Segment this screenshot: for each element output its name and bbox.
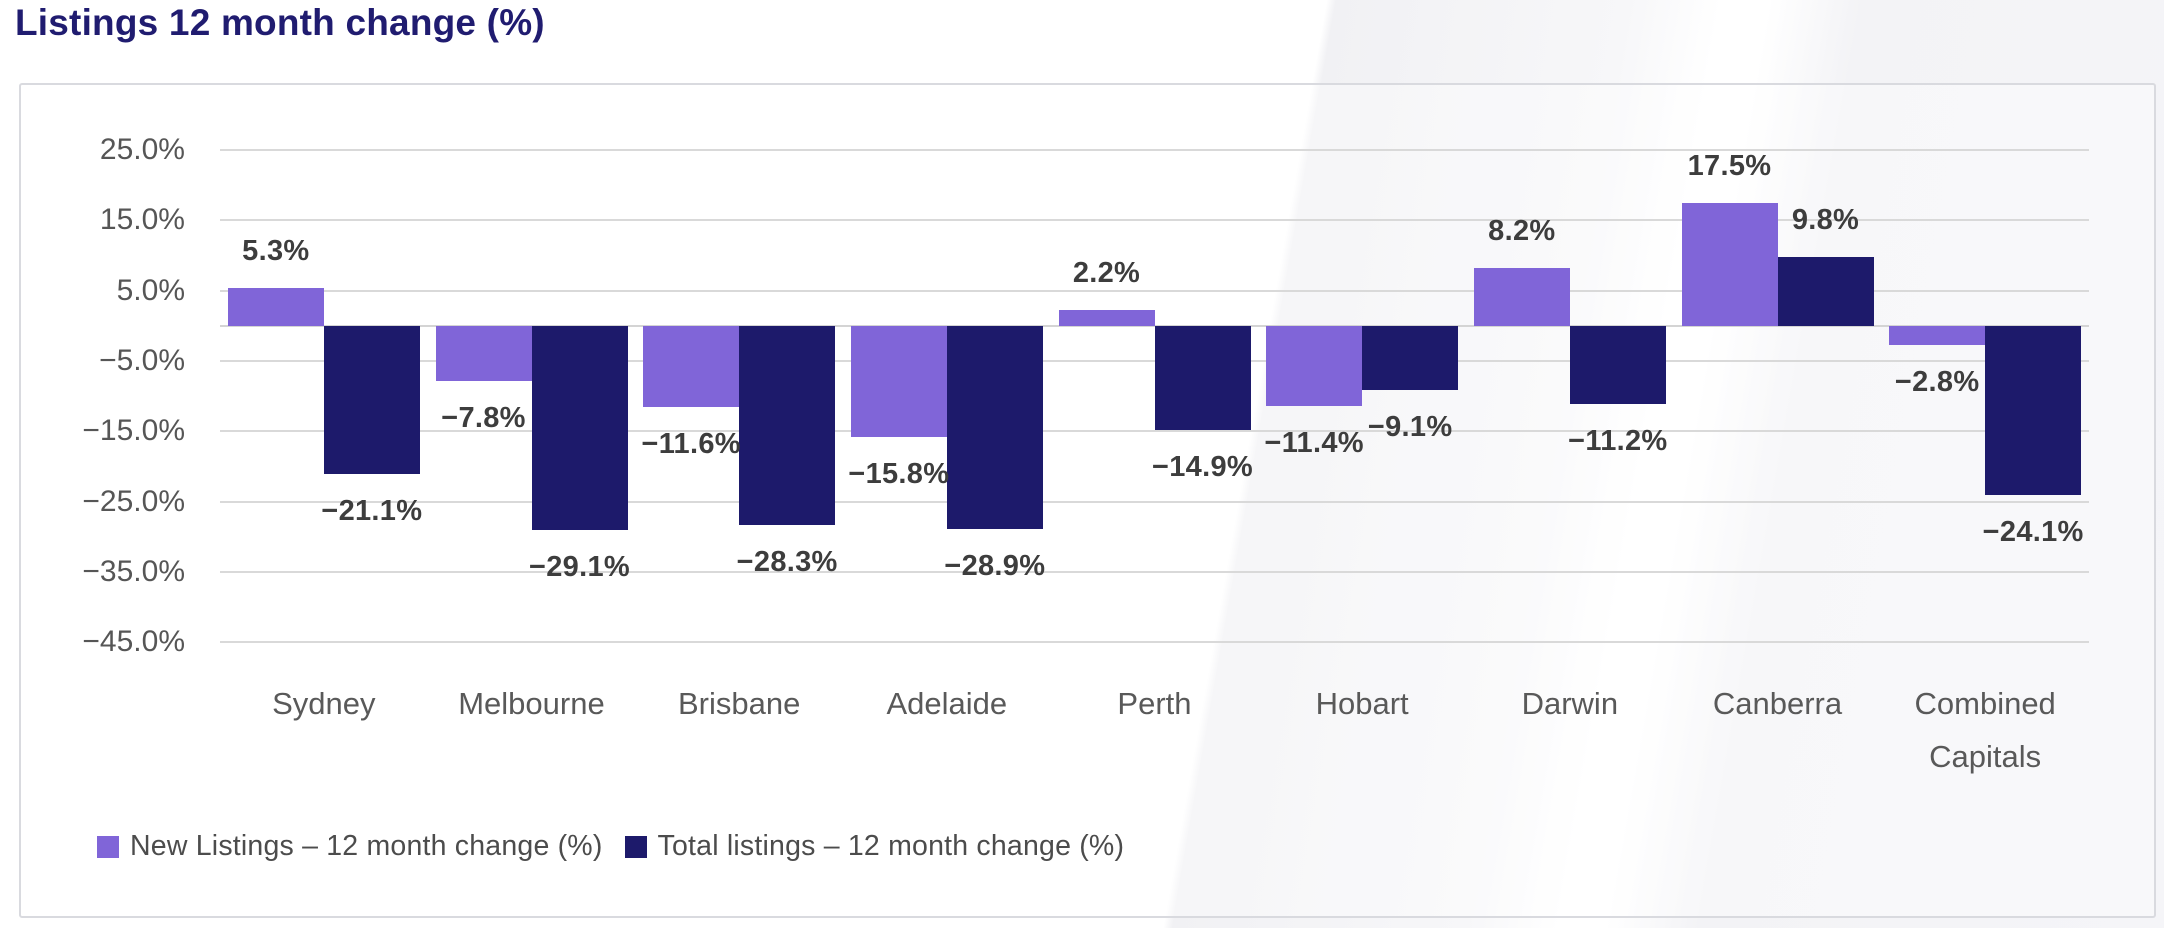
y-tick-label: −5.0% bbox=[99, 343, 185, 377]
bar-value-label: 9.8% bbox=[1791, 203, 1860, 236]
bar bbox=[1569, 325, 1666, 405]
bar bbox=[323, 325, 420, 475]
y-tick-label: −15.0% bbox=[82, 414, 185, 448]
grid-line bbox=[220, 570, 2089, 573]
bar-value-label: 2.2% bbox=[1072, 257, 1141, 290]
bar-value-label: 8.2% bbox=[1488, 215, 1556, 248]
bar-value-label: −14.9% bbox=[1152, 451, 1253, 484]
x-category-label: Perth bbox=[1117, 686, 1192, 721]
x-category-label: Combined Capitals bbox=[1914, 686, 2056, 774]
x-category-label: Brisbane bbox=[677, 686, 801, 721]
y-tick-label: 25.0% bbox=[99, 133, 185, 166]
bar bbox=[531, 325, 628, 531]
bar-value-label: −24.1% bbox=[1982, 516, 2084, 549]
y-tick-label: 15.0% bbox=[99, 203, 185, 237]
x-category-label: Adelaide bbox=[886, 686, 1008, 721]
grid-line bbox=[220, 219, 2089, 222]
bar-value-label: −2.8% bbox=[1894, 366, 1980, 399]
x-category-label: Hobart bbox=[1315, 686, 1409, 721]
x-category-label: Melbourne bbox=[458, 686, 605, 721]
bar bbox=[643, 325, 740, 408]
legend-swatch-new-listings bbox=[97, 835, 119, 858]
bar-value-label: −9.1% bbox=[1367, 410, 1453, 443]
x-category-label: Sydney bbox=[272, 686, 376, 721]
bar bbox=[1777, 256, 1874, 326]
bar-value-label: −21.1% bbox=[321, 495, 423, 528]
bar bbox=[1266, 325, 1363, 406]
bar bbox=[1362, 325, 1459, 390]
bar-value-label: 17.5% bbox=[1687, 149, 1772, 182]
bar bbox=[1154, 325, 1251, 431]
bar bbox=[946, 325, 1043, 529]
chart-title: Listings 12 month change (%) bbox=[15, 2, 545, 43]
bar bbox=[1473, 268, 1570, 326]
bar bbox=[739, 325, 836, 525]
chart-card: 25.0% 15.0% 5.0% −5.0% −15.0% −25.0% −35.0% −45… bbox=[19, 83, 2156, 918]
legend-label-new-listings: New Listings – 12 month change (%) bbox=[130, 830, 603, 862]
grid-line bbox=[220, 289, 2089, 292]
bar-value-label: −7.8% bbox=[441, 401, 526, 434]
bar-value-label: 5.3% bbox=[242, 235, 310, 268]
legend: New Listings – 12 month change (%) Total… bbox=[97, 830, 1124, 863]
bar bbox=[435, 325, 532, 381]
bar bbox=[850, 325, 947, 437]
legend-label-total-listings: Total listings – 12 month change (%) bbox=[657, 830, 1125, 862]
bar-value-label: −11.2% bbox=[1568, 425, 1668, 458]
bar bbox=[1889, 325, 1986, 346]
y-tick-label: −35.0% bbox=[82, 554, 185, 588]
grid-line bbox=[220, 641, 2089, 644]
grid-line bbox=[220, 149, 2089, 151]
grid-line bbox=[220, 430, 2089, 433]
bar-value-label: −15.8% bbox=[848, 457, 950, 490]
bar bbox=[227, 288, 324, 326]
bar-value-label: −28.9% bbox=[944, 549, 1046, 582]
y-tick-label: −45.0% bbox=[82, 625, 185, 659]
legend-item-new-listings: New Listings – 12 month change (%) bbox=[97, 830, 603, 863]
bar-value-label: −28.3% bbox=[736, 545, 838, 578]
bar bbox=[1985, 325, 2082, 496]
bar bbox=[1058, 310, 1155, 326]
plot-area: 25.0% 15.0% 5.0% −5.0% −15.0% −25.0% −35.0% −45… bbox=[21, 85, 2154, 916]
y-tick-label: −25.0% bbox=[82, 484, 185, 518]
bar-value-label: −29.1% bbox=[529, 551, 630, 584]
bar-value-label: −11.4% bbox=[1264, 426, 1364, 459]
legend-item-total-listings: Total listings – 12 month change (%) bbox=[624, 830, 1125, 863]
bar bbox=[1681, 202, 1778, 326]
y-tick-label: 5.0% bbox=[116, 273, 185, 307]
legend-swatch-total-listings bbox=[624, 835, 647, 858]
grid-line bbox=[220, 500, 2089, 503]
x-category-label: Canberra bbox=[1712, 686, 1843, 721]
x-category-label: Darwin bbox=[1521, 686, 1619, 721]
bar-value-label: −11.6% bbox=[641, 428, 741, 461]
